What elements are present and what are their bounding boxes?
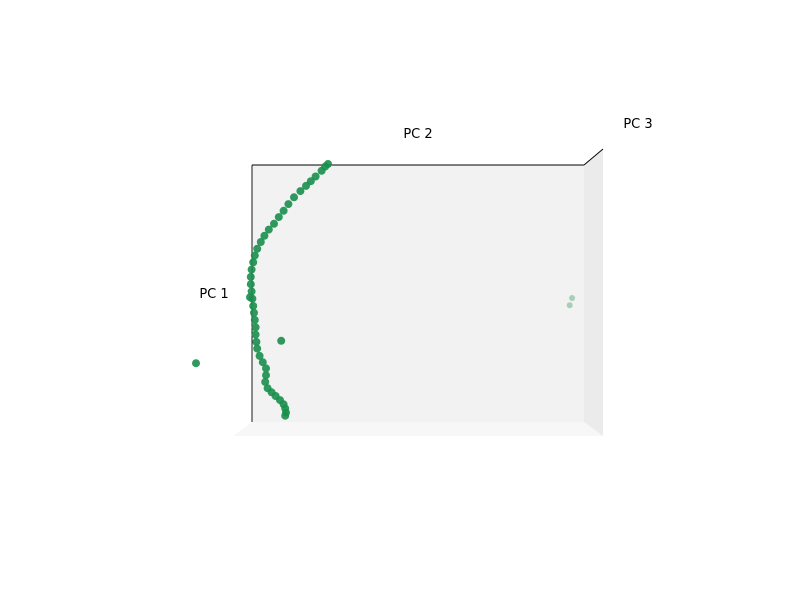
data-point [302,181,310,190]
y-axis-label: PC 1 [199,287,228,302]
data-point [281,411,290,420]
data-point [279,206,288,215]
points-layer [192,160,576,420]
data-point [274,213,283,222]
data-point [253,344,262,353]
data-point [255,351,264,360]
data-point [260,231,269,240]
data-point [262,364,270,373]
back-pane [252,165,584,422]
data-point [296,187,305,196]
z-axis-label: PC 3 [623,117,652,132]
data-point [270,219,278,228]
data-point [290,193,298,202]
data-point [192,359,200,368]
data-point [249,258,258,267]
data-point [569,295,576,301]
data-point [258,358,267,367]
data-point [246,280,255,289]
data-point [246,272,255,281]
data-point [256,238,265,246]
data-point [264,225,273,234]
data-point [249,302,258,310]
x-axis-label: PC 2 [403,127,432,142]
data-point [566,302,573,309]
data-point [250,251,259,260]
data-point [284,200,293,209]
data-point [317,166,326,175]
side-pane [584,149,603,436]
axis-line-depth [583,148,604,166]
data-point [277,336,286,345]
data-point [262,371,270,380]
data-point [250,316,259,324]
data-point [251,323,260,332]
data-point [253,244,262,253]
data-point [252,337,261,346]
data-point [247,265,256,274]
data-point [251,330,260,339]
data-point [250,308,258,317]
data-point [246,293,254,302]
floor-pane [233,422,603,436]
data-point [261,377,270,386]
